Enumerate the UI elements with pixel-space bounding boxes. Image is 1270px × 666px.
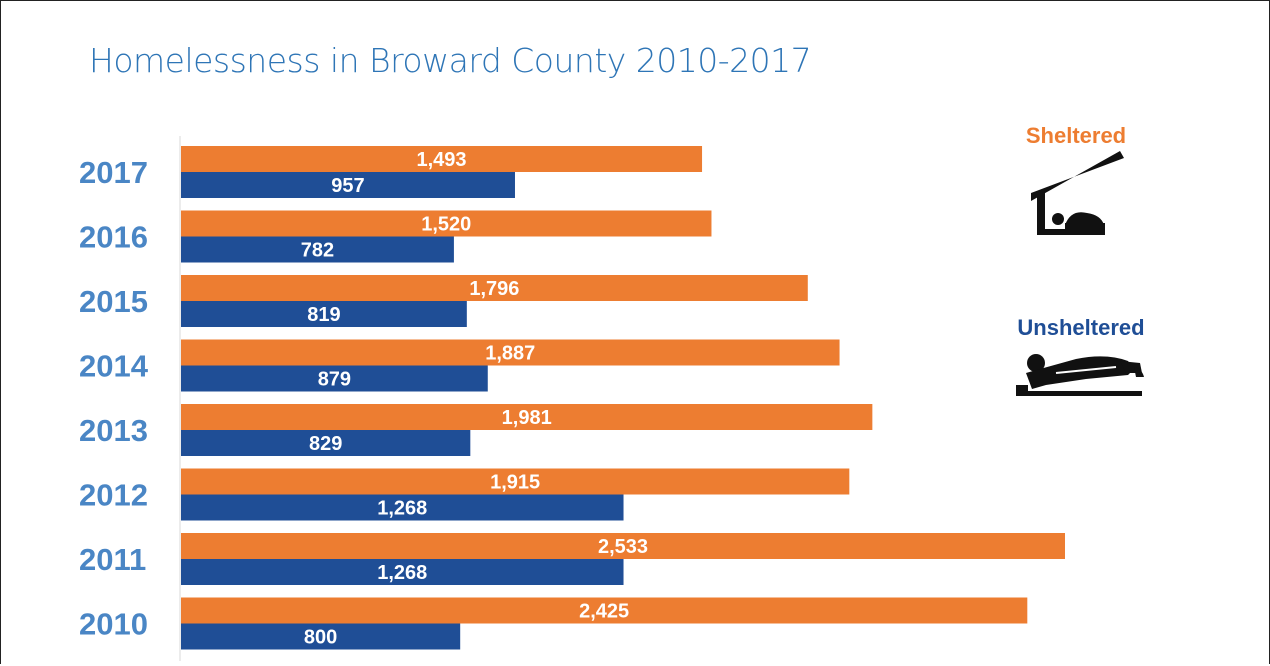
bar-sheltered-2017	[181, 146, 703, 172]
bar-unsheltered-2016	[181, 236, 454, 263]
year-label: 2015	[79, 284, 148, 319]
legend-unsheltered-label: Unsheltered	[1017, 315, 1145, 340]
data-label-sheltered-2017: 1,493	[416, 149, 466, 171]
year-label: 2016	[79, 220, 148, 255]
year-label: 2014	[79, 349, 149, 384]
data-label-sheltered-2011: 2,533	[598, 536, 648, 558]
bar-unsheltered-2011	[181, 559, 624, 585]
bar-unsheltered-2014	[181, 365, 488, 392]
bar-sheltered-2014	[181, 339, 840, 366]
bar-sheltered-2012	[181, 468, 850, 495]
bar-sheltered-2016	[181, 210, 712, 237]
bar-unsheltered-2015	[181, 301, 467, 327]
year-label: 2011	[79, 542, 146, 577]
data-label-sheltered-2015: 1,796	[469, 278, 519, 300]
bar-unsheltered-2017	[181, 172, 515, 198]
data-label-unsheltered-2010: 800	[304, 627, 337, 649]
data-label-unsheltered-2016: 782	[301, 240, 334, 262]
year-label: 2010	[79, 607, 148, 642]
bar-unsheltered-2013	[181, 430, 471, 456]
chart-title: Homelessness in Broward County 2010-2017	[89, 41, 812, 80]
data-label-sheltered-2012: 1,915	[490, 472, 540, 494]
data-label-sheltered-2014: 1,887	[485, 343, 535, 365]
bar-sheltered-2015	[181, 275, 808, 301]
data-label-sheltered-2016: 1,520	[421, 214, 471, 236]
data-label-unsheltered-2011: 1,268	[377, 562, 427, 584]
data-label-unsheltered-2012: 1,268	[377, 498, 427, 520]
bar-unsheltered-2010	[181, 623, 461, 650]
year-label: 2013	[79, 413, 148, 448]
data-label-sheltered-2010: 2,425	[579, 601, 629, 623]
legend-sheltered-label: Sheltered	[1025, 123, 1127, 148]
data-label-sheltered-2013: 1,981	[502, 407, 552, 429]
bar-sheltered-2011	[181, 533, 1065, 559]
year-label: 2012	[79, 478, 148, 513]
person-lying-icon	[1016, 354, 1144, 396]
year-label: 2017	[79, 155, 148, 190]
bar-sheltered-2013	[181, 404, 873, 430]
shelter-icon	[1031, 151, 1124, 235]
data-label-unsheltered-2017: 957	[331, 175, 364, 197]
bar-unsheltered-2012	[181, 494, 624, 521]
data-label-unsheltered-2013: 829	[309, 433, 342, 455]
bar-sheltered-2010	[181, 597, 1028, 624]
data-label-unsheltered-2015: 819	[307, 304, 340, 326]
data-label-unsheltered-2014: 879	[318, 369, 351, 391]
